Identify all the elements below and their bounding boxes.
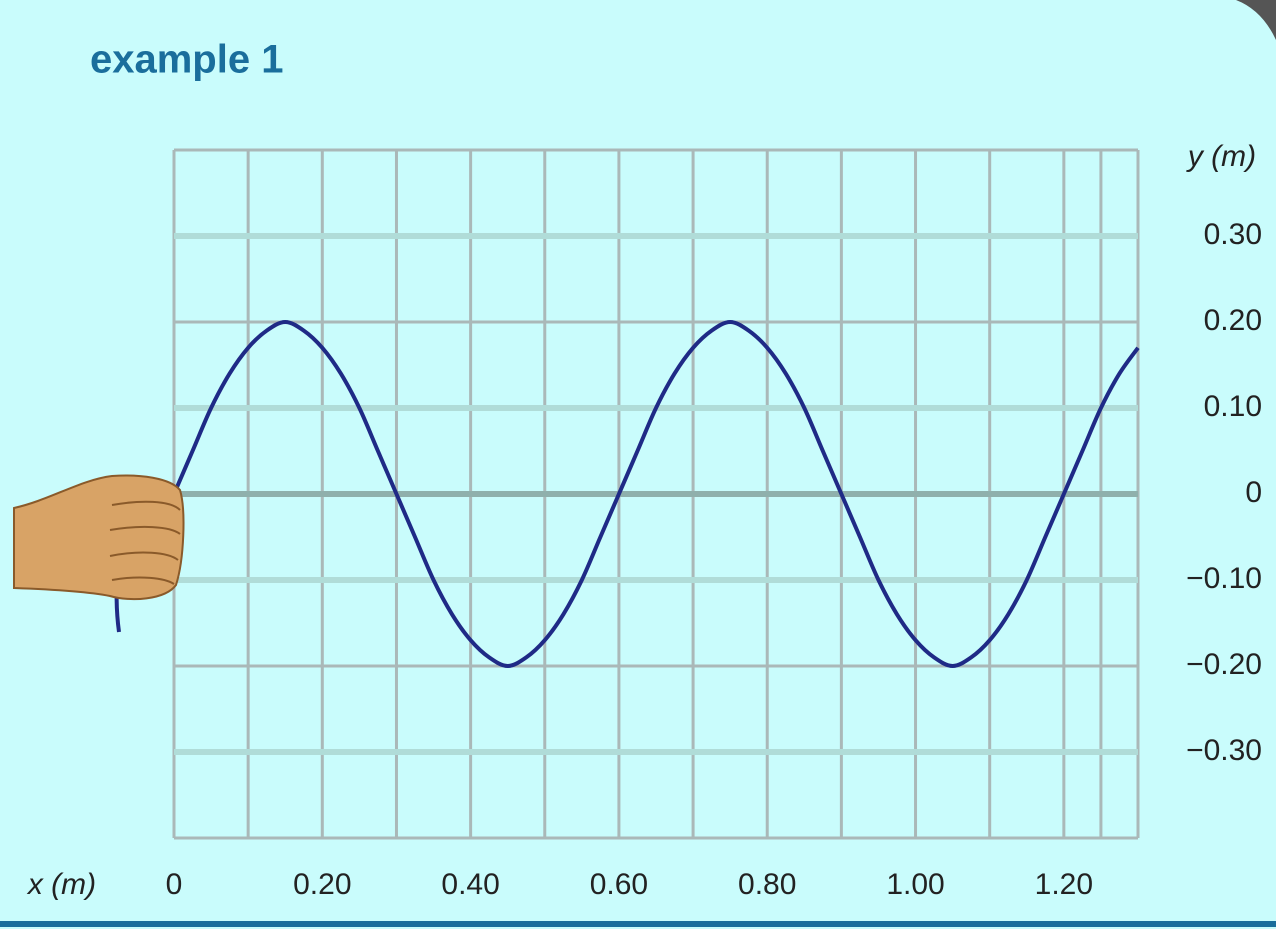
marks [172,319,1140,669]
y-tick-label: 0.30 [1204,218,1262,251]
x-tick-label: 1.20 [1035,868,1093,901]
y-tick-label: 0 [1245,476,1262,509]
y-tick-label: 0.10 [1204,390,1262,423]
y-axis-label: y (m) [1186,140,1256,173]
bottom-border [0,921,1276,927]
x-tick-label: 0.40 [441,868,499,901]
x-tick-label: 1.00 [886,868,944,901]
y-tick-label: −0.20 [1186,648,1262,681]
wave-line [172,319,1140,669]
y-tick-label: −0.30 [1186,734,1262,767]
x-axis-label: x (m) [26,868,96,901]
x-tick-label: 0.60 [590,868,648,901]
y-tick-label: −0.10 [1186,562,1262,595]
corner [1236,0,1276,40]
x-tick-label: 0.80 [738,868,796,901]
chart-title: example 1 [90,38,283,82]
y-tick-label: 0.20 [1204,304,1262,337]
hand [13,474,185,633]
x-tick-label: 0 [166,868,183,901]
x-tick-label: 0.20 [293,868,351,901]
